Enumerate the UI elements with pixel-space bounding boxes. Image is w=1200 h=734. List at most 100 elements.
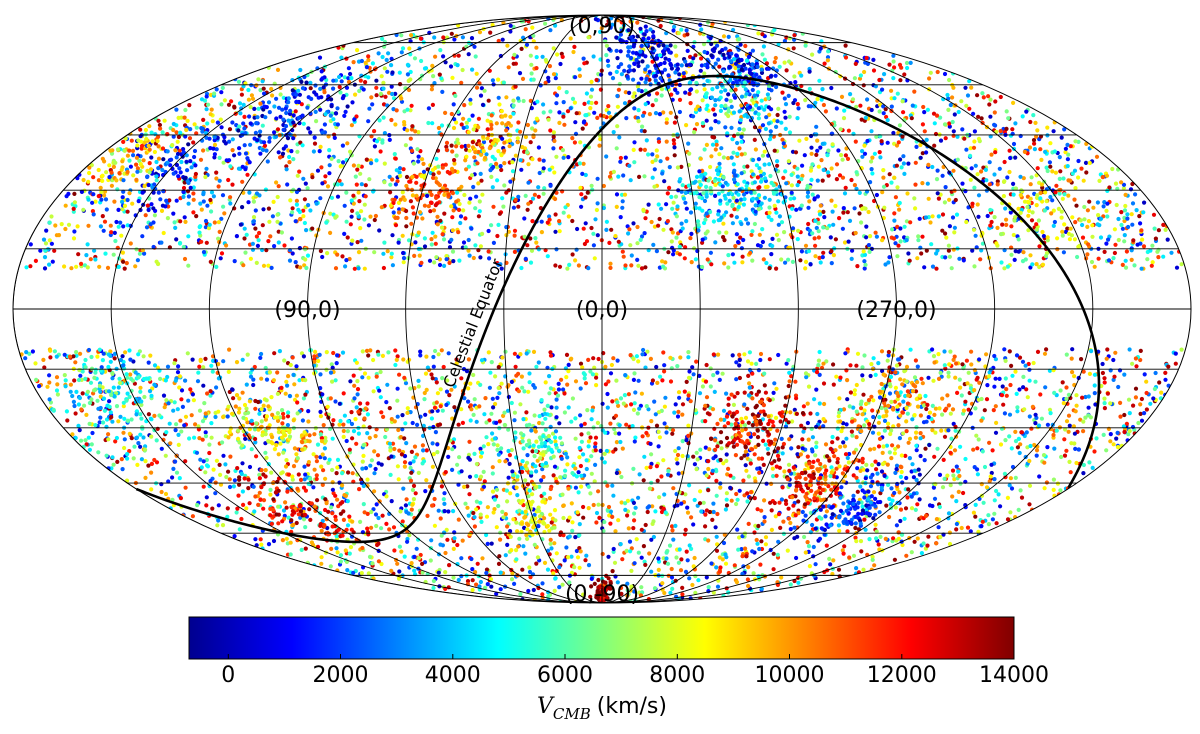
galaxy-point	[669, 575, 675, 580]
galaxy-point	[737, 37, 742, 42]
galaxy-point	[980, 91, 985, 96]
galaxy-point	[358, 519, 363, 525]
galaxy-point	[1105, 347, 1110, 352]
galaxy-point	[279, 385, 284, 390]
galaxy-point	[1113, 350, 1118, 355]
galaxy-point	[969, 362, 974, 367]
galaxy-point	[589, 225, 594, 231]
galaxy-point	[247, 501, 252, 506]
galaxy-point	[536, 524, 541, 529]
galaxy-point	[478, 255, 483, 260]
galaxy-point	[423, 489, 428, 494]
galaxy-point	[543, 80, 548, 85]
galaxy-point	[348, 149, 353, 154]
galaxy-point	[624, 422, 629, 427]
galaxy-point	[1072, 374, 1077, 379]
galaxy-point	[171, 408, 176, 413]
galaxy-point	[173, 428, 178, 433]
galaxy-point	[432, 523, 437, 528]
galaxy-point	[396, 200, 401, 205]
galaxy-point	[839, 94, 845, 99]
galaxy-point	[434, 156, 439, 161]
galaxy-point	[896, 140, 901, 145]
galaxy-point	[935, 191, 940, 196]
galaxy-point	[862, 143, 867, 148]
galaxy-point	[174, 130, 179, 135]
galaxy-point	[686, 355, 691, 360]
galaxy-point	[790, 259, 796, 264]
galaxy-point	[821, 102, 827, 108]
galaxy-point	[595, 233, 600, 238]
galaxy-point	[522, 389, 527, 394]
galaxy-point	[287, 258, 293, 263]
galaxy-point	[592, 256, 597, 261]
galaxy-point	[614, 48, 619, 53]
galaxy-point	[782, 109, 787, 114]
galaxy-point	[632, 401, 637, 406]
galaxy-point	[954, 521, 960, 527]
galaxy-point	[613, 431, 618, 436]
galaxy-point	[395, 464, 400, 469]
galaxy-point	[98, 185, 103, 190]
galaxy-point	[358, 78, 363, 83]
galaxy-point	[298, 265, 303, 270]
galaxy-point	[742, 164, 747, 169]
galaxy-point	[179, 397, 184, 402]
galaxy-point	[50, 259, 55, 264]
galaxy-point	[574, 111, 579, 116]
galaxy-point	[497, 419, 502, 424]
galaxy-point	[672, 120, 678, 125]
galaxy-point	[788, 527, 793, 532]
galaxy-point	[1085, 252, 1090, 257]
galaxy-point	[967, 106, 972, 111]
galaxy-point	[860, 456, 865, 461]
galaxy-point	[545, 220, 550, 225]
galaxy-point	[631, 147, 636, 152]
galaxy-point	[684, 219, 689, 224]
galaxy-point	[904, 419, 909, 424]
galaxy-point	[1163, 370, 1168, 375]
galaxy-point	[1113, 242, 1118, 247]
galaxy-point	[1152, 386, 1157, 392]
galaxy-point	[713, 182, 718, 187]
galaxy-point	[200, 437, 205, 442]
galaxy-point	[537, 157, 542, 162]
galaxy-point	[84, 412, 89, 417]
galaxy-point	[1007, 434, 1012, 439]
galaxy-point	[647, 112, 653, 117]
galaxy-point	[402, 375, 407, 380]
galaxy-point	[251, 219, 256, 224]
galaxy-point	[384, 427, 390, 432]
galaxy-point	[847, 218, 853, 223]
galaxy-point	[405, 72, 410, 77]
galaxy-point	[1098, 235, 1104, 240]
galaxy-point	[1007, 412, 1013, 417]
galaxy-point	[299, 547, 304, 553]
galaxy-point	[1083, 394, 1088, 400]
galaxy-point	[124, 261, 129, 266]
galaxy-point	[894, 523, 900, 528]
galaxy-point	[496, 77, 501, 82]
galaxy-point	[359, 73, 364, 78]
galaxy-point	[301, 396, 306, 401]
galaxy-point	[659, 93, 664, 98]
galaxy-point	[505, 43, 510, 48]
galaxy-point	[159, 446, 164, 451]
galaxy-point	[149, 130, 154, 135]
galaxy-point	[1061, 250, 1066, 255]
galaxy-point	[478, 579, 483, 585]
galaxy-point	[702, 87, 707, 92]
galaxy-point	[818, 46, 823, 51]
galaxy-point	[286, 374, 291, 379]
galaxy-point	[307, 433, 312, 438]
galaxy-point	[782, 60, 787, 65]
galaxy-point	[132, 381, 137, 386]
galaxy-point	[952, 354, 957, 359]
galaxy-point	[1006, 116, 1011, 121]
galaxy-point	[935, 168, 940, 173]
galaxy-point	[534, 66, 539, 71]
galaxy-point	[263, 468, 268, 473]
galaxy-point	[578, 140, 583, 145]
galaxy-point	[805, 420, 811, 426]
galaxy-point	[951, 129, 956, 134]
